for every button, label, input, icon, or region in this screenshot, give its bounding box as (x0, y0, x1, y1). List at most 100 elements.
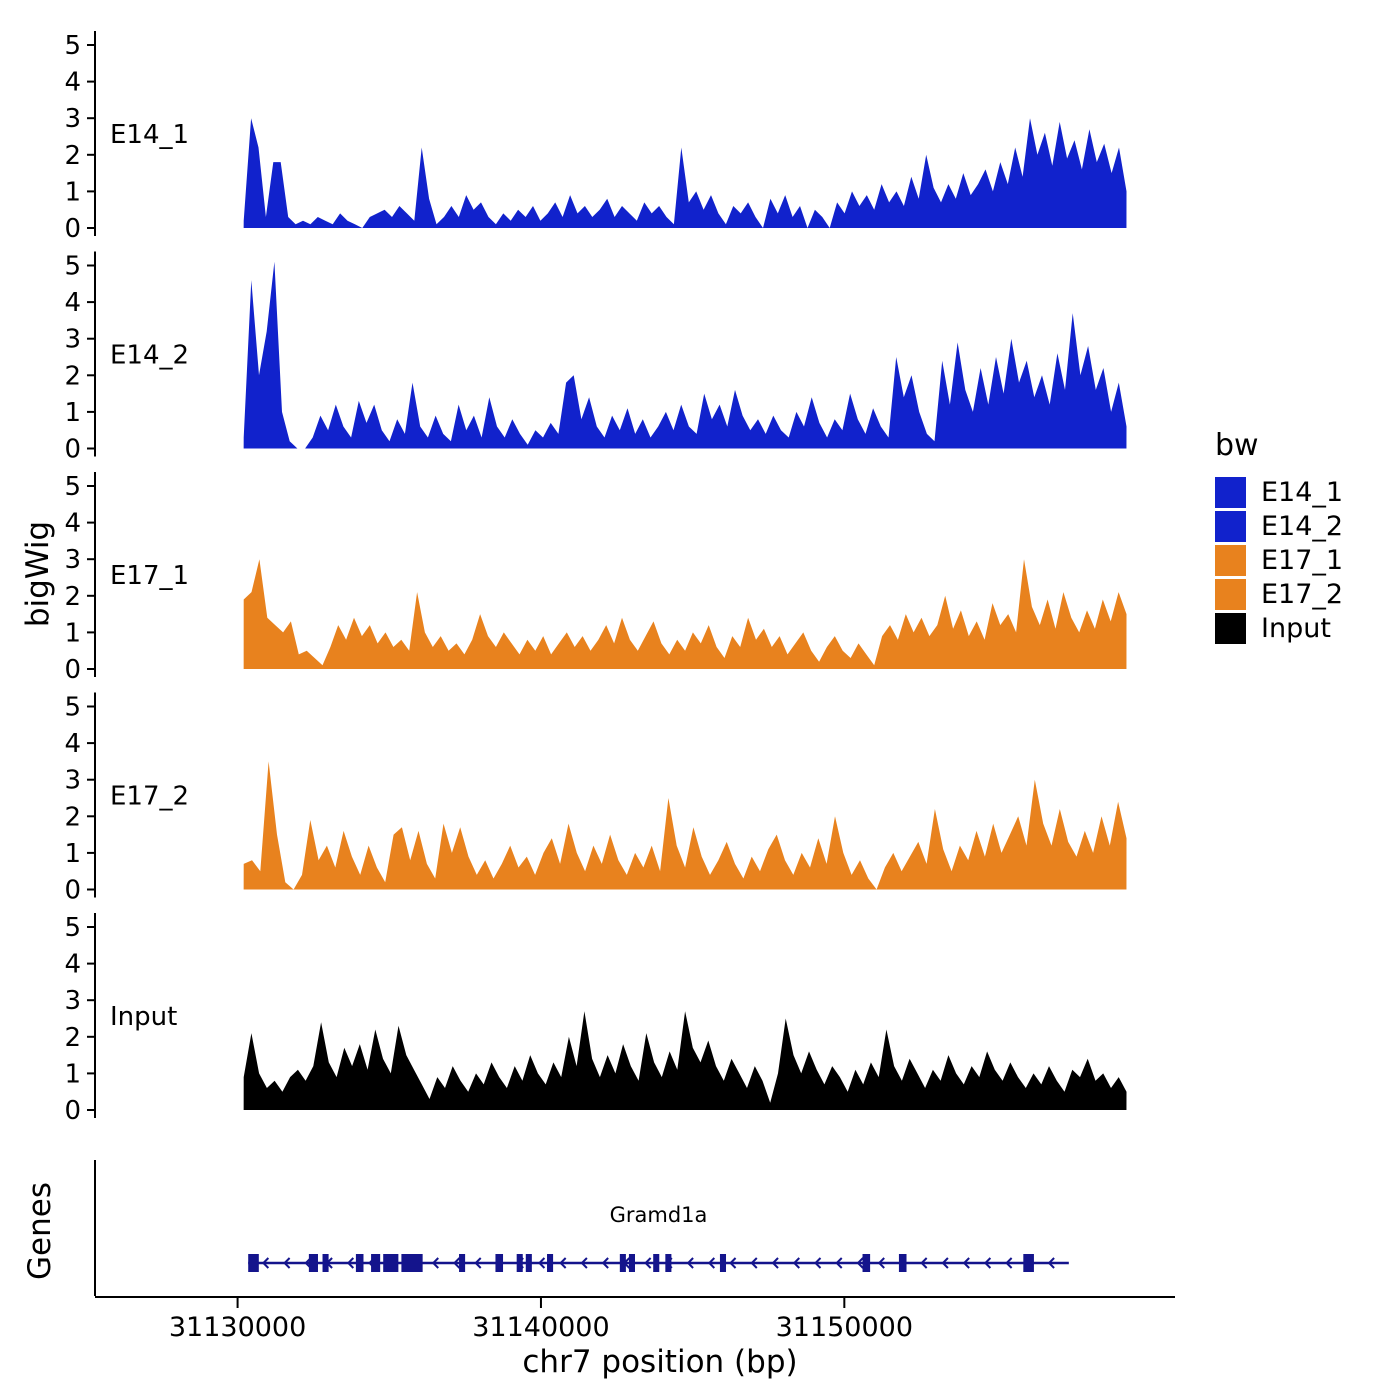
strand-arrow-icon (580, 1257, 588, 1269)
y-tick-label: 3 (64, 325, 81, 355)
gene-exon (459, 1254, 466, 1272)
strand-arrow-icon (771, 1257, 779, 1269)
y-tick-label: 2 (64, 141, 81, 171)
y-tick-label: 0 (64, 876, 81, 906)
strand-arrow-icon (1005, 1257, 1013, 1269)
legend-entry: E17_1 (1215, 545, 1343, 576)
strand-arrow-icon (431, 1257, 439, 1269)
y-axis-title: bigWig (20, 520, 56, 628)
strand-arrow-icon (601, 1257, 609, 1269)
y-tick-label: 4 (64, 509, 81, 539)
x-tick-label: 31150000 (776, 1312, 913, 1343)
y-tick-label: 5 (64, 913, 81, 943)
track-label-E17_1: E17_1 (110, 561, 189, 591)
gene-exon (547, 1254, 554, 1272)
y-tick-label: 2 (64, 361, 81, 391)
y-tick-label: 5 (64, 31, 81, 61)
strand-arrow-icon (346, 1257, 355, 1269)
legend-entry: E17_2 (1215, 579, 1343, 610)
gene-exon (525, 1254, 532, 1272)
strand-arrow-icon (835, 1257, 843, 1269)
legend-swatch (1215, 477, 1246, 508)
strand-arrow-icon (750, 1257, 758, 1269)
track-label-E14_1: E14_1 (110, 120, 189, 150)
gene-exon (619, 1254, 626, 1272)
legend-label: E17_2 (1261, 579, 1344, 610)
track-label-E14_2: E14_2 (110, 341, 189, 371)
gene-exon (719, 1254, 727, 1272)
gene-exon (898, 1254, 907, 1272)
y-tick-label: 1 (64, 1059, 81, 1089)
gene-exon (383, 1254, 399, 1272)
y-tick-label: 0 (64, 655, 81, 685)
gene-exon (495, 1254, 504, 1272)
gene-name-label: Gramd1a (610, 1203, 708, 1227)
strand-arrow-icon (920, 1257, 928, 1269)
track-label-Input: Input (110, 1002, 177, 1032)
y-tick-label: 4 (64, 950, 81, 980)
gene-exon (653, 1254, 660, 1272)
legend-swatch (1215, 511, 1246, 542)
strand-arrow-icon (1047, 1257, 1055, 1269)
strand-arrow-icon (283, 1257, 291, 1269)
legend-title: bw (1215, 428, 1259, 463)
y-tick-label: 4 (64, 288, 81, 318)
legend-label: Input (1261, 613, 1331, 644)
y-tick-label: 1 (64, 618, 81, 648)
legend: bw E14_1 E14_2 E17_1 E17_2 Input (1215, 428, 1343, 647)
strand-arrow-icon (792, 1257, 800, 1269)
y-tick-label: 0 (64, 435, 81, 465)
strand-arrow-icon (729, 1257, 737, 1269)
coverage-area-E17_2 (243, 761, 1127, 890)
y-tick-label: 3 (64, 766, 81, 796)
strand-arrow-icon (707, 1257, 716, 1269)
y-tick-label: 4 (64, 729, 81, 759)
strand-arrow-icon (686, 1257, 694, 1269)
y-tick-label: 2 (64, 802, 81, 832)
coverage-area-E14_1 (243, 118, 1127, 228)
gene-exon (516, 1254, 523, 1272)
legend-label: E14_2 (1261, 511, 1344, 542)
track-label-E17_2: E17_2 (110, 782, 189, 812)
gene-exon (308, 1254, 318, 1272)
coverage-area-E17_1 (243, 559, 1127, 669)
y-tick-label: 4 (64, 68, 81, 98)
gene-exon (862, 1254, 871, 1272)
y-tick-label: 0 (64, 1096, 81, 1126)
gene-exon (1023, 1254, 1034, 1272)
gene-exon (665, 1254, 672, 1272)
strand-arrow-icon (538, 1257, 546, 1269)
legend-entry: Input (1215, 613, 1343, 644)
y-tick-label: 5 (64, 472, 81, 502)
gene-exon (248, 1254, 259, 1272)
gene-exon (355, 1254, 364, 1272)
strand-arrow-icon (856, 1257, 864, 1269)
gene-exon (401, 1254, 423, 1272)
strand-arrow-icon (644, 1257, 652, 1269)
x-axis-title: chr7 position (bp) (522, 1344, 798, 1380)
x-tick-label: 31140000 (472, 1312, 609, 1343)
y-tick-label: 5 (64, 252, 81, 282)
legend-entry: E14_1 (1215, 477, 1343, 508)
coverage-area-E14_2 (243, 261, 1127, 449)
gene-exon (371, 1254, 381, 1272)
legend-swatch (1215, 613, 1246, 644)
genes-panel-title: Genes (22, 1182, 58, 1280)
strand-arrow-icon (814, 1257, 822, 1269)
legend-entry: E14_2 (1215, 511, 1343, 542)
y-tick-label: 1 (64, 398, 81, 428)
strand-arrow-icon (559, 1257, 567, 1269)
strand-arrow-icon (453, 1257, 461, 1269)
legend-label: E14_1 (1261, 477, 1344, 508)
y-tick-label: 3 (64, 545, 81, 575)
legend-swatch (1215, 579, 1246, 610)
y-tick-label: 0 (64, 214, 81, 244)
coverage-area-Input (243, 1011, 1127, 1110)
legend-swatch (1215, 545, 1246, 576)
legend-entries: E14_1 E14_2 E17_1 E17_2 Input (1215, 477, 1343, 644)
strand-arrow-icon (962, 1257, 970, 1269)
y-tick-label: 2 (64, 1023, 81, 1053)
y-tick-label: 3 (64, 986, 81, 1016)
legend-label: E17_1 (1261, 545, 1344, 576)
